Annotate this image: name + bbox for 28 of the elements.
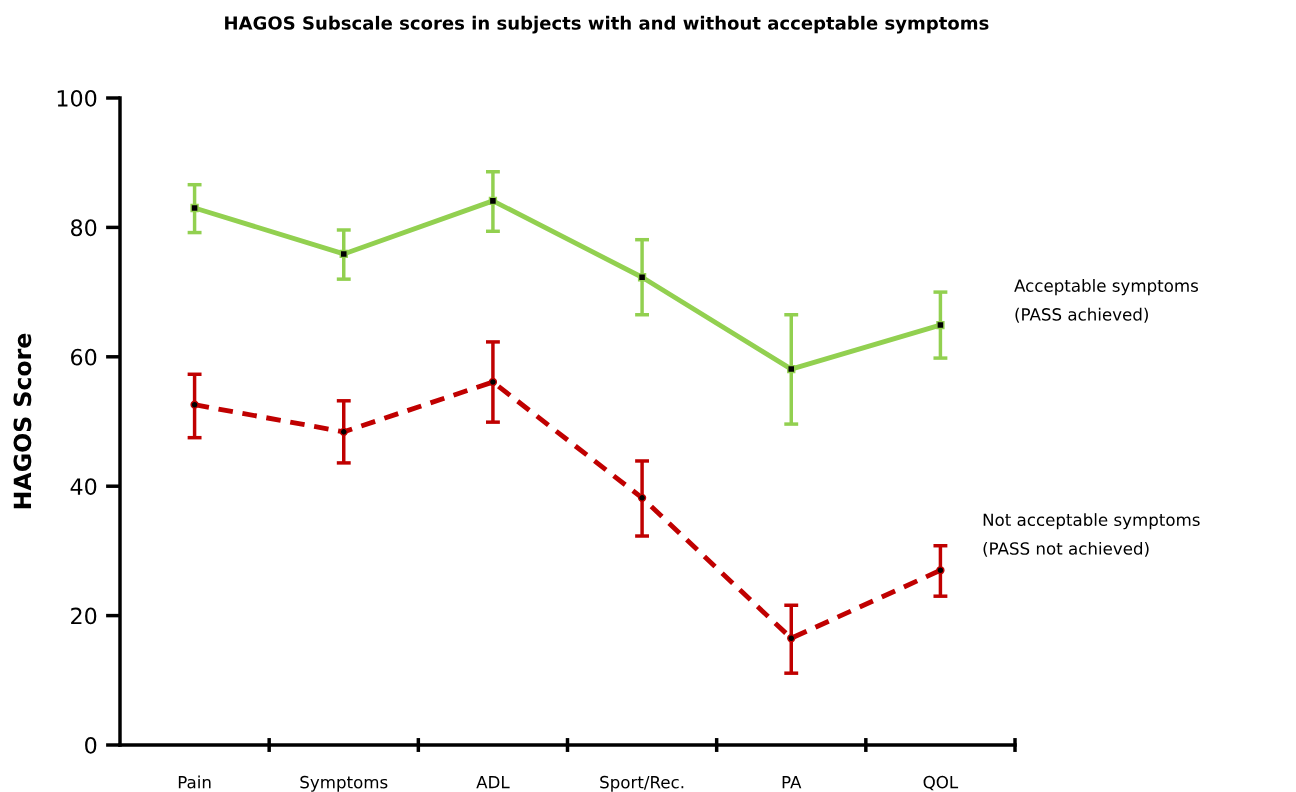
chart-title: HAGOS Subscale scores in subjects with and without acceptable symptoms [225, 15, 989, 34]
x-tick-label: PA [782, 776, 802, 789]
point [488, 377, 498, 387]
y-tick-label: 100 [57, 89, 97, 107]
y-tick-label: 40 [70, 478, 97, 495]
y-axis-title: HAGOS Score [13, 333, 32, 509]
x-tick-label: ADL [476, 776, 510, 789]
y-tick-label: 60 [71, 348, 97, 366]
point [637, 273, 647, 282]
y-tick-label: 80 [71, 219, 97, 237]
point [787, 634, 796, 643]
x-tick-label: QOL [923, 775, 959, 791]
text: Not acceptable symptoms (PASS not achieved) [983, 513, 1200, 557]
point [787, 364, 796, 374]
y-tick-label: 0 [85, 736, 97, 754]
x-tick-label: Pain [178, 775, 211, 789]
point [190, 203, 199, 213]
point [936, 566, 945, 575]
point [488, 196, 498, 206]
point [339, 427, 348, 437]
y-tick-label: 20 [71, 607, 97, 625]
x-tick-label: Symptoms [300, 775, 388, 792]
point [190, 400, 199, 409]
text: Acceptable symptoms (PASS achieved) [1014, 279, 1199, 323]
point [936, 320, 945, 330]
x-tick-label: Sport/Rec. [600, 775, 684, 792]
point [339, 249, 348, 259]
point [637, 493, 647, 503]
